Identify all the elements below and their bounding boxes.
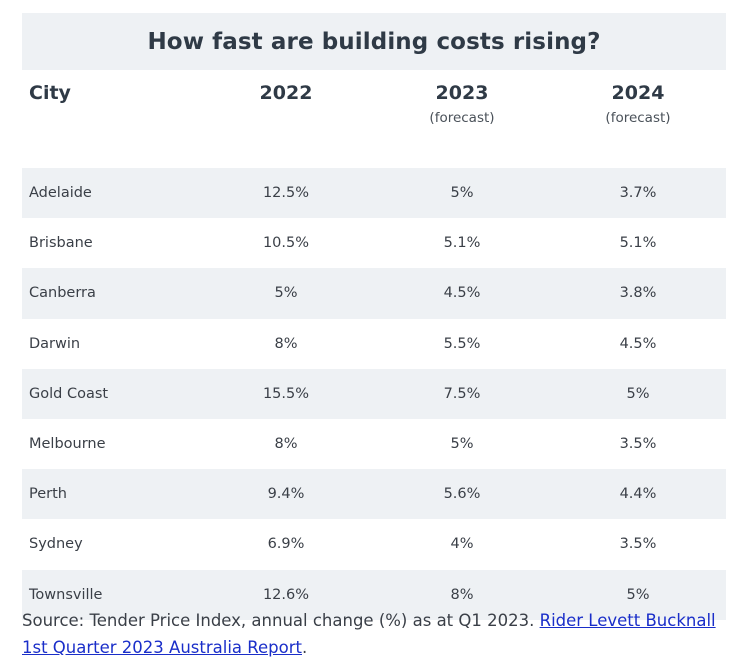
column-header-sublabel: (forecast) <box>605 110 671 126</box>
table-row: Perth 9.4% 5.6% 4.4% <box>22 469 726 520</box>
value-cell: 10.5% <box>262 235 310 252</box>
column-header-city: City <box>22 70 198 168</box>
table-row: Canberra 5% 4.5% 3.8% <box>22 268 726 319</box>
column-header-label: City <box>29 82 71 104</box>
value-cell: 12.6% <box>198 569 374 620</box>
value-cell: 4.4% <box>550 469 726 520</box>
city-cell: Melbourne <box>29 436 106 453</box>
chart-title: How fast are building costs rising? <box>147 28 601 55</box>
value-cell: 5% <box>374 168 550 219</box>
column-header-2022: 2022 <box>198 70 374 168</box>
table-row: Adelaide 12.5% 5% 3.7% <box>22 168 726 219</box>
city-cell: Brisbane <box>29 235 93 252</box>
value-cell: 3.8% <box>550 268 726 319</box>
value-cell: 4.5% <box>374 268 550 319</box>
value-cell: 3.5% <box>619 436 657 453</box>
column-header-2023: 2023 (forecast) <box>374 70 550 168</box>
value-cell: 5.1% <box>443 235 481 252</box>
table-header: City 2022 2023 (forecast) 2024 (forecast… <box>22 70 726 168</box>
value-cell: 5% <box>550 368 726 419</box>
value-cell: 5% <box>450 436 474 453</box>
source-note: Source: Tender Price Index, annual chang… <box>22 607 722 661</box>
table-body: Adelaide 12.5% 5% 3.7% Brisbane 10.5% 5.1% 5.1%… <box>22 168 726 620</box>
value-cell: 5.6% <box>374 469 550 520</box>
value-cell: 4% <box>450 536 474 553</box>
city-cell: Adelaide <box>22 168 198 219</box>
value-cell: 15.5% <box>198 368 374 419</box>
city-cell: Gold Coast <box>22 368 198 419</box>
city-cell: Perth <box>22 469 198 520</box>
building-costs-table-card: How fast are building costs rising? City… <box>22 13 726 620</box>
source-report-link[interactable]: Rider Levett Bucknall 1st Quarter 2023 A… <box>22 611 716 657</box>
value-cell: 6.9% <box>267 536 305 553</box>
table-row: Brisbane 10.5% 5.1% 5.1% <box>22 218 726 268</box>
value-cell: 4.5% <box>619 335 657 352</box>
value-cell: 5.5% <box>443 335 481 352</box>
value-cell: 9.4% <box>198 469 374 520</box>
costs-table: City 2022 2023 (forecast) 2024 (forecast… <box>22 70 726 620</box>
column-header-label: 2023 <box>435 82 489 104</box>
value-cell: 8% <box>274 436 298 453</box>
value-cell: 5% <box>550 569 726 620</box>
city-cell: Darwin <box>29 335 81 352</box>
source-suffix: . <box>301 638 308 657</box>
table-row: Gold Coast 15.5% 7.5% 5% <box>22 368 726 419</box>
table-row: Melbourne 8% 5% 3.5% <box>22 419 726 469</box>
city-cell: Townsville <box>22 569 198 620</box>
city-cell: Canberra <box>22 268 198 319</box>
value-cell: 5% <box>198 268 374 319</box>
header-row: City 2022 2023 (forecast) 2024 (forecast… <box>22 70 726 168</box>
column-header-sublabel: (forecast) <box>429 110 495 126</box>
title-bar: How fast are building costs rising? <box>22 13 726 70</box>
table-row: Sydney 6.9% 4% 3.5% <box>22 519 726 569</box>
value-cell: 12.5% <box>198 168 374 219</box>
source-prefix: Source: Tender Price Index, annual chang… <box>22 611 535 630</box>
column-header-label: 2024 <box>611 82 665 104</box>
city-cell: Sydney <box>29 536 83 553</box>
value-cell: 8% <box>374 569 550 620</box>
value-cell: 5.1% <box>619 235 657 252</box>
column-header-2024: 2024 (forecast) <box>550 70 726 168</box>
column-header-label: 2022 <box>259 82 313 104</box>
table-row: Darwin 8% 5.5% 4.5% <box>22 319 726 369</box>
table-row: Townsville 12.6% 8% 5% <box>22 569 726 620</box>
value-cell: 7.5% <box>374 368 550 419</box>
value-cell: 3.7% <box>550 168 726 219</box>
value-cell: 3.5% <box>619 536 657 553</box>
value-cell: 8% <box>274 335 298 352</box>
